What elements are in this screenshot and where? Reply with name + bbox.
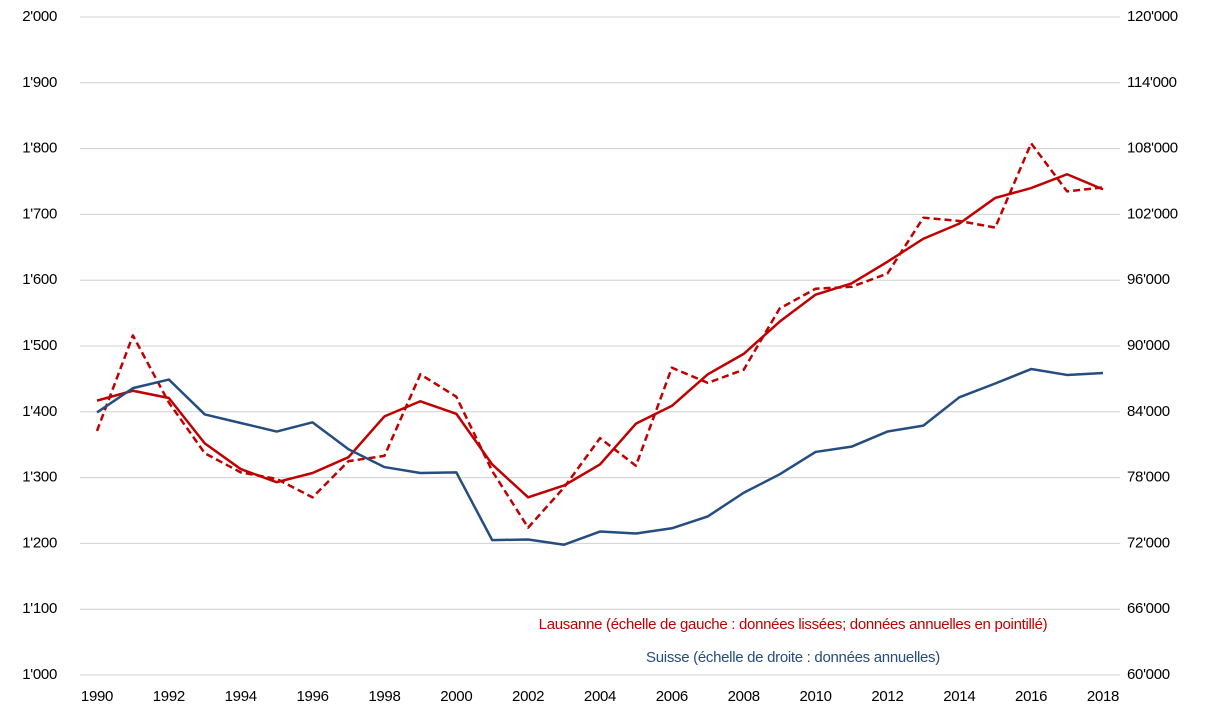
x-tick-label: 2012 [871,688,903,705]
x-tick-label: 1996 [296,688,328,705]
y-tick-label: 1'200 [22,534,57,551]
y2-tick-label: 96'000 [1127,271,1170,288]
y-tick-label: 1'600 [22,271,57,288]
x-tick-label: 2010 [799,688,831,705]
x-tick-label: 1990 [81,688,113,705]
series-line [96,173,1104,499]
x-tick-label: 1998 [368,688,400,705]
y-tick-label: 2'000 [22,8,57,25]
x-tick-label: 2014 [943,688,975,705]
y2-tick-label: 78'000 [1127,469,1170,486]
x-tick-label: 2002 [512,688,544,705]
y2-tick-label: 102'000 [1127,205,1178,222]
series-line [95,142,1104,529]
y-tick-label: 1'500 [22,337,57,354]
x-tick-label: 2000 [440,688,472,705]
legend-label: Lausanne (échelle de gauche : données li… [539,616,1048,633]
y-tick-label: 1'300 [22,469,57,486]
legend-label: Suisse (échelle de droite : données annu… [646,649,940,666]
y2-tick-label: 72'000 [1127,534,1170,551]
x-tick-label: 1992 [153,688,185,705]
x-tick-label: 1994 [225,688,257,705]
y-tick-label: 1'800 [22,140,57,157]
x-tick-label: 2006 [656,688,688,705]
y-tick-label: 1'700 [22,205,57,222]
y2-tick-label: 60'000 [1127,666,1170,683]
y2-tick-label: 120'000 [1127,8,1178,25]
y2-tick-label: 114'000 [1127,74,1177,91]
x-tick-label: 2004 [584,688,616,705]
y-tick-label: 1'000 [22,666,57,683]
y2-tick-label: 84'000 [1127,403,1170,420]
y2-tick-label: 108'000 [1127,140,1178,157]
y2-tick-label: 66'000 [1127,600,1170,617]
x-tick-label: 2008 [728,688,760,705]
x-tick-label: 2016 [1015,688,1047,705]
x-tick-label: 2018 [1087,688,1119,705]
y-tick-label: 1'400 [22,403,57,420]
y-tick-label: 1'100 [22,600,57,617]
y2-tick-label: 90'000 [1127,337,1170,354]
series-line [96,367,1104,546]
y-tick-label: 1'900 [22,74,57,91]
